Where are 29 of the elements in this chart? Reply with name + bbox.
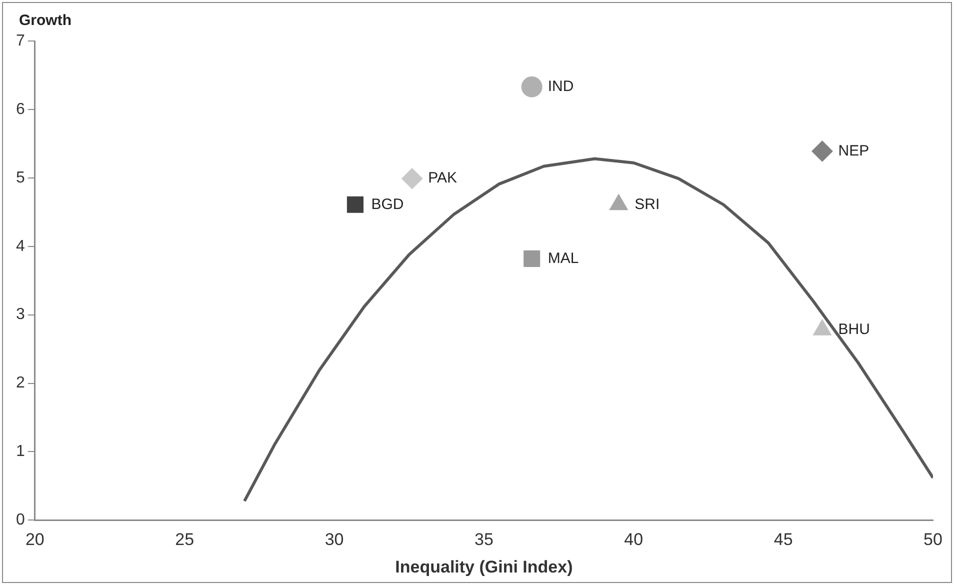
x-tick-label: 25: [175, 530, 194, 550]
series-label: MAL: [548, 250, 579, 267]
series-label: IND: [548, 78, 574, 96]
y-tick-label: 1: [16, 443, 25, 460]
series-label: SRI: [634, 196, 660, 213]
x-tick-label: 40: [624, 530, 644, 550]
point: [812, 140, 833, 162]
y-axis-title: Growth: [19, 12, 72, 29]
y-tick-label: 0: [16, 512, 25, 529]
series-label: PAK: [428, 170, 458, 187]
y-tick-label: 5: [16, 169, 25, 186]
x-tick-label: 35: [474, 530, 494, 550]
point: [521, 76, 542, 98]
x-tick-label: 20: [25, 530, 44, 550]
y-tick-label: 6: [16, 100, 25, 118]
point: [346, 196, 364, 213]
x-tick-label: 30: [324, 530, 344, 550]
y-tick-label: 3: [16, 306, 25, 324]
x-axis-title: Inequality (Gini Index): [395, 557, 573, 576]
x-tick-label: 50: [924, 530, 942, 550]
y-tick-label: 4: [16, 238, 25, 255]
y-tick-label: 7: [16, 32, 25, 50]
point: [524, 250, 540, 267]
series-label: NEP: [838, 142, 870, 160]
point: [402, 168, 423, 190]
series-label: BHU: [838, 321, 870, 338]
series-label: BGD: [371, 196, 404, 213]
y-tick-label: 2: [16, 374, 25, 392]
x-tick-label: 45: [774, 530, 793, 550]
